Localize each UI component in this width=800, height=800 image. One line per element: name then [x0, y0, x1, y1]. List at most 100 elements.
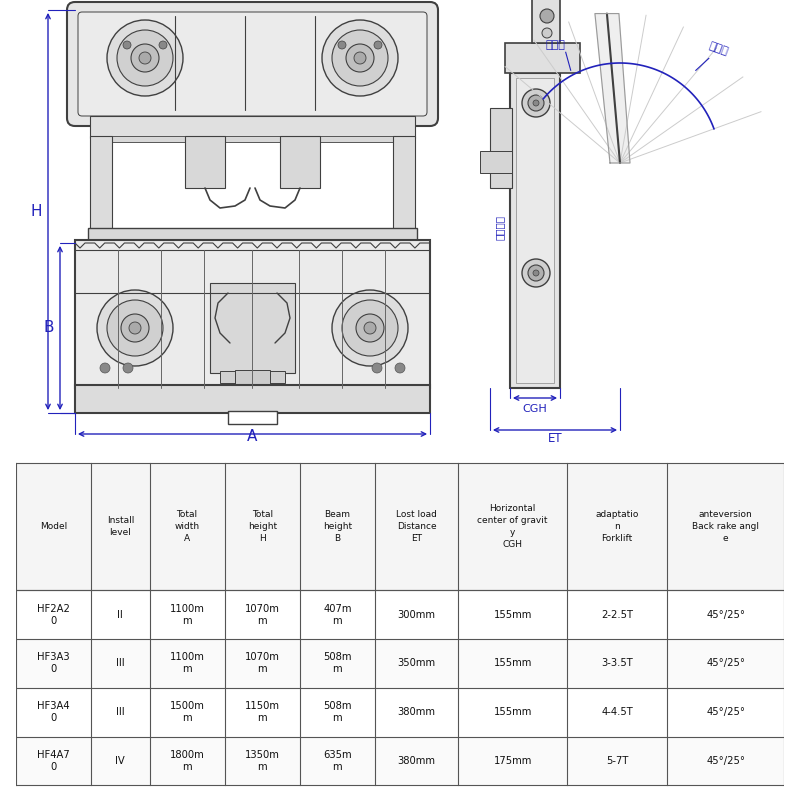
Circle shape — [542, 28, 552, 38]
Text: Total
width
A: Total width A — [174, 510, 200, 543]
Text: 1070m
m: 1070m m — [245, 653, 280, 674]
Text: II: II — [118, 610, 123, 620]
Text: 5-7T: 5-7T — [606, 756, 628, 766]
FancyBboxPatch shape — [67, 2, 438, 126]
Text: 1100m
m: 1100m m — [170, 604, 205, 626]
Bar — [16, 737, 784, 786]
Text: ET: ET — [548, 432, 562, 445]
Circle shape — [139, 52, 151, 64]
Bar — [75, 240, 430, 388]
Bar — [88, 228, 417, 240]
Text: 380mm: 380mm — [398, 707, 436, 717]
Bar — [235, 370, 270, 388]
Polygon shape — [595, 14, 630, 163]
Text: 3-3.5T: 3-3.5T — [601, 658, 633, 669]
Text: 45°/25°: 45°/25° — [706, 707, 745, 717]
Text: 1100m
m: 1100m m — [170, 653, 205, 674]
Bar — [16, 462, 784, 590]
Text: H: H — [30, 205, 42, 219]
Text: 1070m
m: 1070m m — [245, 604, 280, 626]
Circle shape — [528, 265, 544, 281]
Circle shape — [131, 44, 159, 72]
Bar — [516, 78, 554, 383]
Circle shape — [123, 41, 131, 49]
Circle shape — [107, 20, 183, 96]
Circle shape — [374, 41, 382, 49]
Text: 635m
m: 635m m — [323, 750, 352, 772]
Circle shape — [100, 363, 110, 373]
Bar — [480, 151, 512, 173]
Circle shape — [129, 322, 141, 334]
Text: 350mm: 350mm — [398, 658, 436, 669]
Text: 45°/25°: 45°/25° — [706, 610, 745, 620]
Bar — [75, 385, 430, 413]
Bar — [90, 136, 112, 233]
Text: 175mm: 175mm — [494, 756, 532, 766]
Text: adaptatio
n
Forklift: adaptatio n Forklift — [595, 510, 638, 543]
Text: 407m
m: 407m m — [323, 604, 352, 626]
Bar — [532, 0, 560, 43]
Bar — [16, 590, 784, 639]
Text: 380mm: 380mm — [398, 756, 436, 766]
Text: Model: Model — [40, 522, 67, 531]
Text: 4-4.5T: 4-4.5T — [601, 707, 633, 717]
Text: 45°/25°: 45°/25° — [706, 756, 745, 766]
Text: 前倾角: 前倾角 — [708, 40, 730, 56]
Text: IV: IV — [115, 756, 126, 766]
Bar — [220, 371, 285, 383]
Bar — [185, 136, 225, 188]
Text: B: B — [44, 321, 54, 335]
Circle shape — [332, 30, 388, 86]
Text: III: III — [116, 707, 125, 717]
Circle shape — [346, 44, 374, 72]
Bar — [210, 283, 295, 373]
Circle shape — [356, 314, 384, 342]
Text: 1350m
m: 1350m m — [245, 750, 280, 772]
Text: 508m
m: 508m m — [323, 701, 352, 723]
Circle shape — [159, 41, 167, 49]
Circle shape — [97, 290, 173, 366]
Circle shape — [332, 290, 408, 366]
Circle shape — [121, 314, 149, 342]
Text: 后倾角: 后倾角 — [546, 40, 566, 50]
Bar — [393, 136, 415, 233]
Bar — [510, 73, 560, 388]
Circle shape — [372, 363, 382, 373]
Circle shape — [395, 363, 405, 373]
Circle shape — [342, 300, 398, 356]
Text: Horizontal
center of gravit
y
CGH: Horizontal center of gravit y CGH — [478, 504, 548, 549]
Text: CGH: CGH — [522, 404, 547, 414]
Bar — [16, 639, 784, 688]
FancyBboxPatch shape — [78, 12, 427, 116]
Text: 508m
m: 508m m — [323, 653, 352, 674]
Bar — [505, 43, 580, 73]
Bar — [243, 386, 262, 396]
Text: 1500m
m: 1500m m — [170, 701, 205, 723]
Bar — [228, 411, 277, 424]
Circle shape — [107, 300, 163, 356]
Circle shape — [528, 95, 544, 111]
Circle shape — [522, 89, 550, 117]
Bar — [90, 116, 415, 138]
Circle shape — [522, 259, 550, 287]
Text: Beam
height
B: Beam height B — [323, 510, 352, 543]
Text: 155mm: 155mm — [494, 707, 532, 717]
Circle shape — [117, 30, 173, 86]
Bar — [16, 688, 784, 737]
Text: 45°/25°: 45°/25° — [706, 658, 745, 669]
Bar — [280, 136, 320, 188]
Circle shape — [354, 52, 366, 64]
Text: Lost load
Distance
ET: Lost load Distance ET — [396, 510, 437, 543]
Text: HF4A7
0: HF4A7 0 — [37, 750, 70, 772]
Circle shape — [533, 100, 539, 106]
Text: HF3A3
0: HF3A3 0 — [38, 653, 70, 674]
Text: 155mm: 155mm — [494, 610, 532, 620]
Text: 1800m
m: 1800m m — [170, 750, 205, 772]
Circle shape — [540, 9, 554, 23]
Text: HF3A4
0: HF3A4 0 — [38, 701, 70, 723]
Text: HF2A2
0: HF2A2 0 — [37, 604, 70, 626]
Bar — [90, 136, 415, 142]
Circle shape — [123, 363, 133, 373]
Bar — [490, 108, 512, 188]
Text: III: III — [116, 658, 125, 669]
